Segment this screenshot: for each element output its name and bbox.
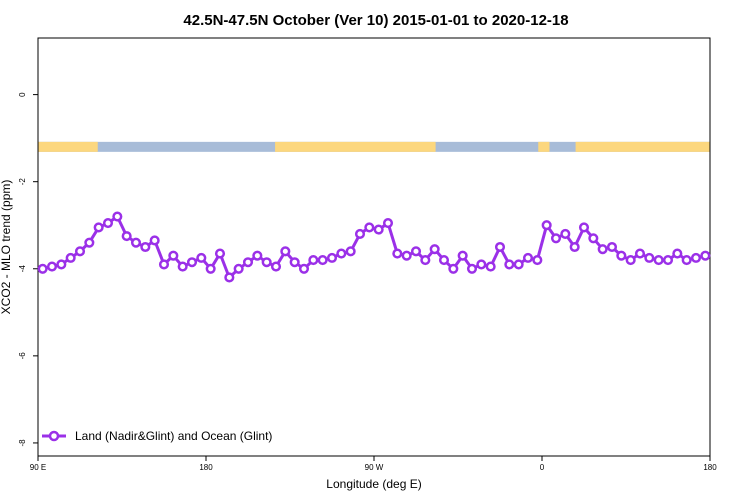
data-point [56, 259, 67, 270]
data-point [336, 248, 347, 259]
data-point [700, 250, 711, 261]
data-point [317, 255, 328, 266]
data-point [298, 263, 310, 274]
data-point [448, 263, 459, 274]
legend-label: Land (Nadir&Glint) and Ocean (Glint) [75, 429, 272, 443]
data-point [242, 257, 254, 268]
data-point [270, 261, 282, 272]
data-point [37, 263, 48, 274]
data-point [121, 231, 132, 242]
chart-title: 42.5N-47.5N October (Ver 10) 2015-01-01 … [183, 12, 568, 29]
data-point [569, 241, 580, 253]
data-point [289, 257, 300, 268]
data-point [438, 255, 450, 266]
data-point [485, 261, 496, 272]
data-point [364, 222, 375, 233]
data-point [102, 218, 114, 229]
x-tick-label: 0 [540, 463, 545, 472]
data-point [429, 244, 440, 255]
data-point [177, 261, 188, 272]
data-point [196, 252, 207, 263]
land-segment [275, 141, 436, 152]
data-point [214, 248, 226, 259]
data-point [662, 255, 674, 266]
legend: Land (Nadir&Glint) and Ocean (Glint) [42, 429, 272, 443]
y-tick-label: -6 [18, 352, 27, 360]
land-ocean-bar [38, 141, 710, 152]
data-point [541, 220, 552, 231]
data-point [130, 237, 142, 248]
y-axis: 0 -2 -4 -6 -8 [18, 92, 38, 447]
data-point [513, 259, 524, 270]
data-point [634, 248, 646, 259]
data-point [457, 250, 468, 261]
data-point [112, 211, 123, 222]
y-tick-label: 0 [18, 92, 27, 97]
data-point [532, 255, 543, 266]
data-point [140, 241, 151, 253]
land-segment [575, 141, 710, 152]
data-point [149, 235, 160, 246]
data-point [392, 248, 403, 259]
data-point [345, 246, 356, 257]
data-point [466, 263, 478, 274]
data-point [93, 222, 104, 233]
series-layer [37, 211, 711, 283]
x-tick-label: 180 [703, 463, 717, 472]
data-point [401, 250, 412, 261]
data-point [158, 259, 170, 270]
data-point [186, 257, 198, 268]
data-point [625, 255, 636, 266]
data-point [597, 244, 608, 255]
x-tick-label: 180 [199, 463, 213, 472]
land-segment [538, 141, 550, 152]
legend-marker [48, 430, 60, 442]
y-tick-label: -2 [18, 178, 27, 186]
data-point [410, 246, 422, 257]
data-point [354, 228, 366, 239]
x-tick-label: 90 W [365, 463, 384, 472]
data-point [606, 241, 618, 253]
data-point [373, 224, 384, 235]
data-point [522, 252, 534, 263]
data-point [494, 241, 506, 253]
x-axis-title: Longitude (deg E) [326, 477, 421, 491]
data-point [550, 233, 562, 244]
data-point [382, 218, 394, 229]
data-point [476, 259, 487, 270]
data-point [84, 237, 95, 248]
y-axis-title: XCO2 - MLO trend (ppm) [0, 180, 13, 315]
data-point [46, 261, 58, 272]
data-point [261, 257, 272, 268]
data-point [224, 272, 235, 283]
data-point [653, 255, 664, 266]
data-point [681, 255, 692, 266]
data-point [672, 248, 683, 259]
data-point [233, 263, 244, 274]
land-segment [38, 141, 98, 152]
data-point [420, 255, 431, 266]
data-point [65, 252, 76, 263]
y-tick-label: -8 [18, 439, 27, 447]
y-tick-label: -4 [18, 265, 27, 273]
data-point [616, 250, 627, 261]
data-point [644, 252, 655, 263]
x-tick-label: 90 E [30, 463, 46, 472]
data-point [252, 250, 263, 261]
data-point [690, 252, 702, 263]
data-point [504, 259, 515, 270]
data-point [280, 246, 291, 257]
data-point [205, 263, 216, 274]
data-point [74, 246, 86, 257]
data-point [578, 222, 590, 233]
x-axis: 90 E 180 90 W 0 180 [30, 456, 717, 472]
data-point [560, 228, 571, 239]
data-point [308, 255, 319, 266]
data-point [588, 233, 599, 244]
data-point [168, 250, 179, 261]
data-point [326, 252, 338, 263]
